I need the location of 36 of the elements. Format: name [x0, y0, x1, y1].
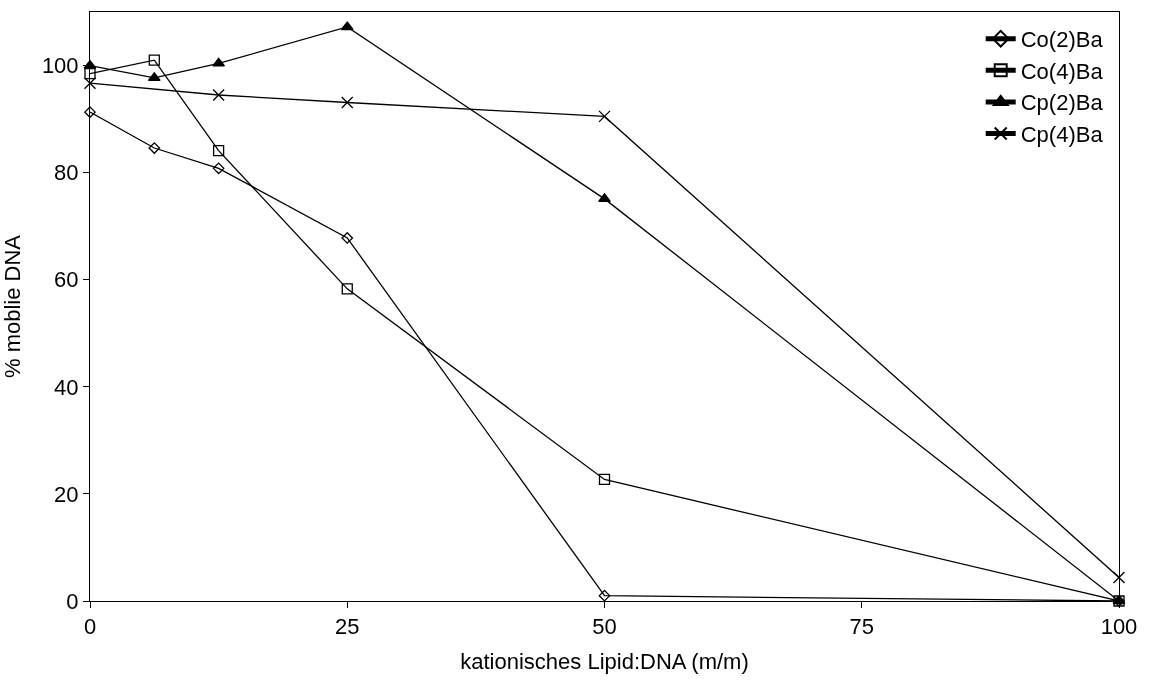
- x-tick-label: 25: [335, 614, 360, 640]
- legend-label: Co(2)Ba: [1020, 27, 1104, 53]
- point: [148, 142, 161, 154]
- y-tick-label: 100: [41, 53, 79, 79]
- point: [1112, 571, 1126, 584]
- y-tick-label: 20: [54, 481, 79, 507]
- x-tick-label: 100: [1100, 614, 1138, 640]
- point: [341, 232, 354, 244]
- point: [212, 145, 225, 157]
- y-axis-title: % moblie DNA: [0, 234, 25, 379]
- legend-label: Cp(4)Ba: [1020, 122, 1104, 148]
- point: [598, 110, 611, 123]
- point: [212, 88, 225, 102]
- point: [341, 283, 353, 295]
- y-tick-label: 80: [54, 160, 79, 186]
- point: [84, 67, 96, 80]
- y-tick-label: 0: [66, 588, 79, 614]
- x-tick-label: 0: [83, 614, 97, 640]
- x-axis-title: kationisches Lipid:DNA (m/m): [460, 649, 749, 675]
- y-tick-label: 40: [54, 374, 79, 400]
- legend-label: Co(4)Ba: [1020, 58, 1104, 84]
- point: [84, 106, 96, 118]
- y-tick-label: 60: [54, 267, 79, 293]
- point: [83, 77, 97, 90]
- point: [598, 589, 611, 602]
- point: [340, 21, 354, 31]
- point: [147, 72, 161, 82]
- point: [212, 162, 225, 175]
- x-tick-label: 75: [849, 614, 874, 640]
- x-tick-label: 50: [592, 614, 617, 640]
- point: [148, 54, 160, 66]
- legend-label: Cp(2)Ba: [1020, 90, 1104, 116]
- point: [598, 473, 611, 486]
- point: [598, 193, 611, 203]
- point: [212, 57, 226, 67]
- point: [341, 96, 354, 109]
